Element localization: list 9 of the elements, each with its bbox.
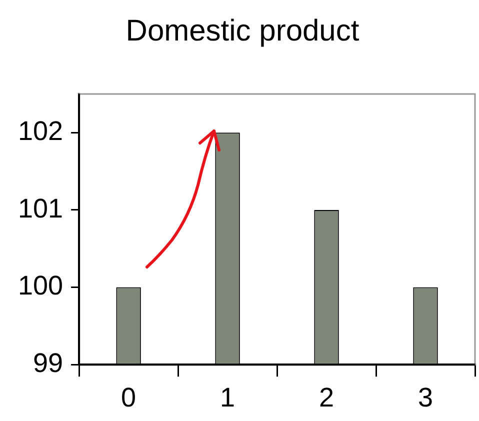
- x-tick-label: 3: [418, 382, 434, 412]
- y-tick-label: 99: [33, 348, 64, 378]
- y-tick-label: 101: [18, 193, 64, 224]
- y-tick-label: 102: [18, 116, 64, 146]
- chart-title: Domestic product: [126, 14, 360, 48]
- x-tick-label: 0: [121, 382, 136, 412]
- y-tick-label: 100: [18, 270, 64, 301]
- x-tick-label: 1: [220, 382, 236, 412]
- x-tick-label: 2: [319, 382, 334, 412]
